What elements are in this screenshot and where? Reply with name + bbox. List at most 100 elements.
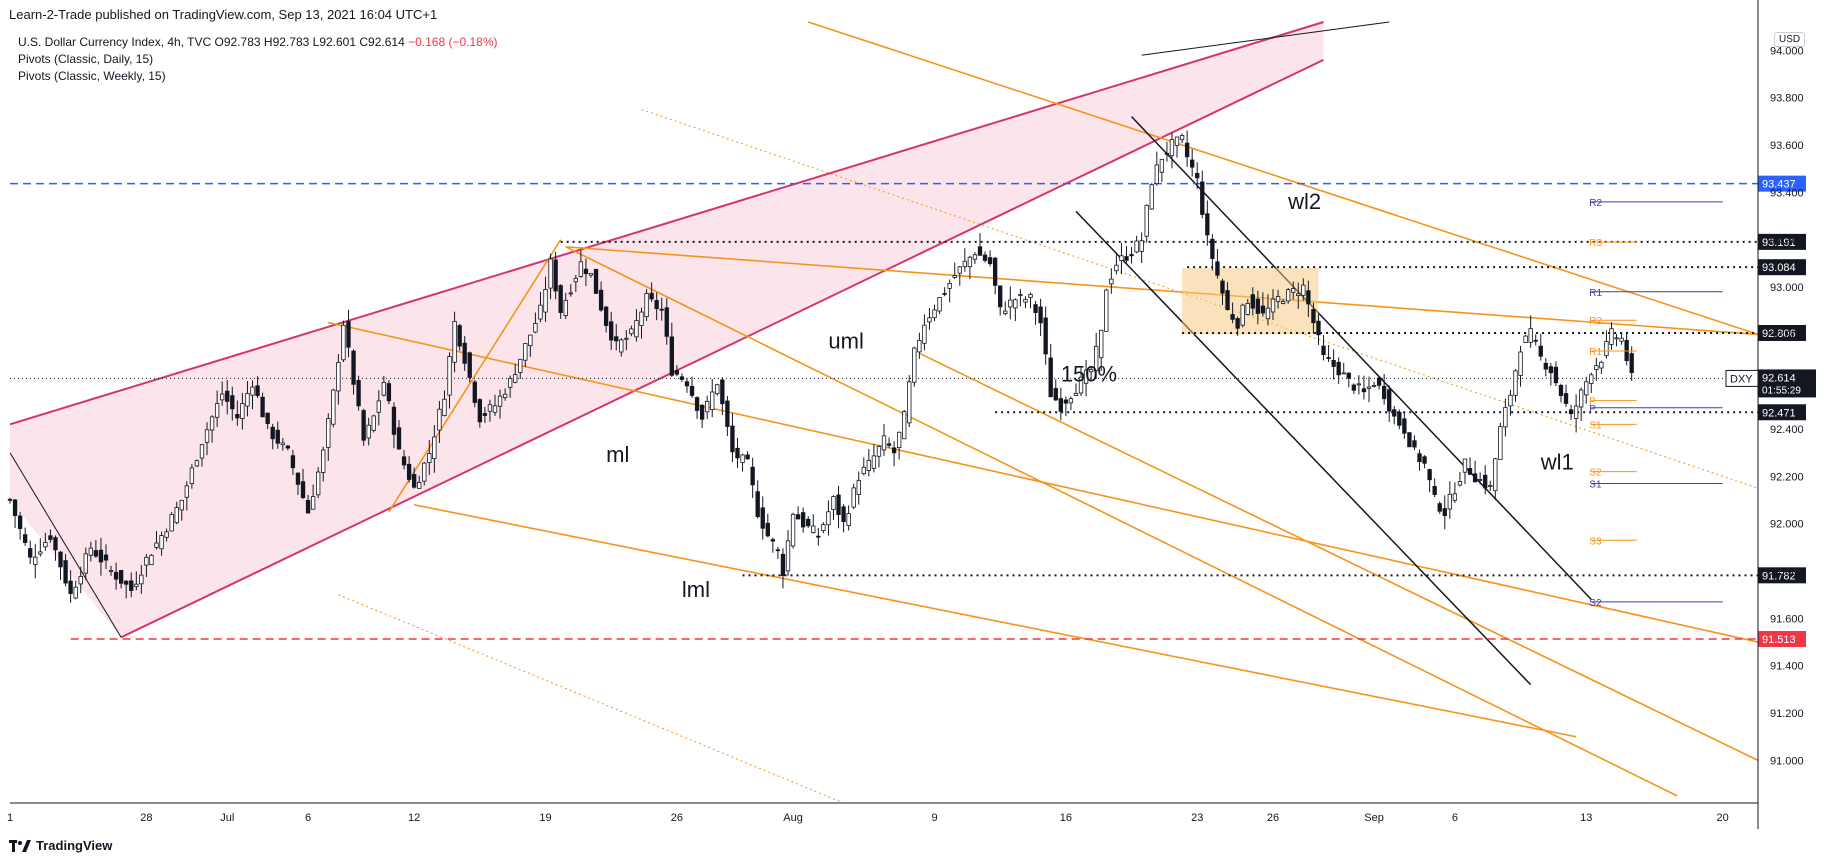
candle-body (603, 306, 609, 326)
candle-body (619, 339, 624, 353)
candle-body (401, 456, 407, 466)
candle-body (609, 321, 614, 341)
candle-body (593, 268, 599, 294)
candle-body (366, 424, 371, 439)
currency-label[interactable]: USD (1774, 32, 1806, 47)
ohlc-line: U.S. Dollar Currency Index, 4h, TVC O92.… (18, 34, 498, 51)
candle-body (689, 386, 695, 396)
candle-body (811, 525, 816, 534)
x-tick-label: 6 (1452, 812, 1458, 824)
candle-body (497, 395, 503, 407)
candle-body (1063, 399, 1069, 404)
candle-body (1346, 372, 1351, 379)
x-tick-label: 16 (1060, 812, 1072, 824)
candle-body (1245, 303, 1250, 315)
candle-body (634, 320, 639, 338)
candle-body (1533, 339, 1538, 342)
candle-body (1351, 384, 1357, 391)
candle-body (1563, 393, 1569, 404)
candle-body (12, 499, 18, 516)
level-tag-bg-2 (1758, 259, 1806, 276)
candle-body (664, 307, 669, 337)
level-label-6: 91.513 (1762, 634, 1796, 646)
candle-body (644, 293, 649, 318)
candle-body (73, 586, 78, 599)
candle-body (1190, 159, 1195, 168)
candle-body (83, 553, 88, 574)
candle-body (1483, 474, 1488, 489)
level-tag-bg-6 (1758, 630, 1806, 647)
candle-body (235, 413, 240, 419)
study-pivots-weekly[interactable]: Pivots (Classic, Weekly, 15) (18, 69, 166, 83)
tradingview-logo-icon (9, 839, 31, 852)
x-tick-label: Sep (1364, 812, 1384, 824)
candle-body (341, 324, 346, 361)
candle-body (1174, 136, 1180, 146)
candle-body (189, 467, 195, 485)
candle-body (1488, 485, 1493, 487)
candle-body (1104, 289, 1109, 332)
candle-body (1296, 293, 1301, 296)
candle-body (1240, 304, 1245, 326)
candle-body (1573, 405, 1579, 419)
y-tick-label: 93.800 (1770, 93, 1804, 105)
candle-body (725, 400, 730, 427)
candle-body (371, 415, 376, 431)
candle-body (1078, 376, 1084, 394)
candle-body (159, 535, 164, 550)
candle-body (856, 480, 861, 495)
wedge-extension-line (1141, 21, 1390, 56)
candle-body (1412, 440, 1417, 448)
early-trend-line (9, 452, 122, 638)
candle-body (1088, 369, 1094, 373)
weekly-pivot-label-S2: S2 (1589, 598, 1602, 609)
candle-body (624, 337, 629, 340)
study-pivots-daily[interactable]: Pivots (Classic, Daily, 15) (18, 52, 154, 66)
x-tick-label: 12 (408, 812, 420, 824)
wedge-upper-line (9, 21, 1324, 426)
candle-body (1073, 393, 1079, 396)
candle-body (1397, 411, 1402, 426)
candle-body (482, 413, 488, 416)
candle-body (1053, 388, 1058, 401)
level-label-5: 91.782 (1762, 570, 1796, 582)
level-label-4: 92.471 (1762, 407, 1796, 419)
candle-body (326, 418, 331, 448)
y-tick-label: 91.400 (1770, 661, 1804, 673)
candle-body (305, 499, 311, 514)
candle-body (356, 380, 361, 407)
candle-body (947, 283, 952, 289)
candle-body (1144, 204, 1149, 237)
candle-body (523, 343, 528, 361)
candle-body (507, 378, 513, 388)
lower-parallel-line (565, 246, 1678, 797)
candle-body (1306, 290, 1311, 305)
candle-body (1164, 152, 1170, 155)
candle-body (275, 429, 280, 444)
candle-body (715, 384, 720, 395)
candle-body (28, 548, 33, 558)
high-label: H (263, 35, 273, 49)
candle-body (1381, 385, 1387, 400)
lml-line (414, 504, 1577, 738)
candle-body (1366, 386, 1372, 389)
outer-dotted-line (338, 594, 844, 804)
y-tick-label: 92.200 (1770, 471, 1804, 483)
candle-body (280, 442, 285, 446)
candle-body (260, 396, 265, 418)
candle-body (321, 449, 326, 473)
candle-body (1472, 473, 1478, 483)
candle-body (108, 570, 114, 572)
candle-body (1331, 359, 1336, 367)
candle-body (472, 381, 477, 403)
annotation-ml: ml (606, 442, 629, 467)
candle-body (614, 336, 619, 342)
x-tick-label: 28 (140, 812, 152, 824)
candlesticks (7, 130, 1634, 603)
candle-body (477, 399, 483, 423)
close-value: 92.614 (368, 35, 405, 49)
candle-body (124, 580, 129, 585)
candle-body (785, 540, 791, 572)
candle-body (821, 524, 826, 531)
